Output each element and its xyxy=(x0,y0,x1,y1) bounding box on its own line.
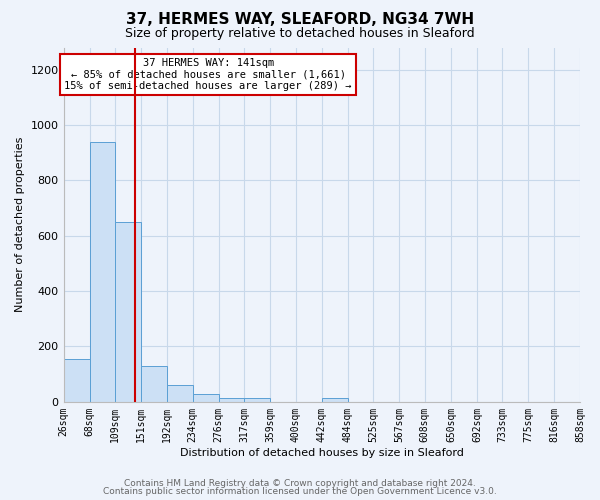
Text: Contains HM Land Registry data © Crown copyright and database right 2024.: Contains HM Land Registry data © Crown c… xyxy=(124,478,476,488)
Bar xyxy=(219,398,244,402)
Y-axis label: Number of detached properties: Number of detached properties xyxy=(15,137,25,312)
Bar xyxy=(322,398,348,402)
Text: Contains public sector information licensed under the Open Government Licence v3: Contains public sector information licen… xyxy=(103,487,497,496)
Bar xyxy=(193,394,219,402)
Bar xyxy=(89,142,115,402)
Text: Size of property relative to detached houses in Sleaford: Size of property relative to detached ho… xyxy=(125,28,475,40)
Bar xyxy=(244,398,270,402)
X-axis label: Distribution of detached houses by size in Sleaford: Distribution of detached houses by size … xyxy=(180,448,464,458)
Text: 37 HERMES WAY: 141sqm
← 85% of detached houses are smaller (1,661)
15% of semi-d: 37 HERMES WAY: 141sqm ← 85% of detached … xyxy=(64,58,352,92)
Text: 37, HERMES WAY, SLEAFORD, NG34 7WH: 37, HERMES WAY, SLEAFORD, NG34 7WH xyxy=(126,12,474,28)
Bar xyxy=(115,222,141,402)
Bar xyxy=(167,385,193,402)
Bar xyxy=(141,366,167,402)
Bar xyxy=(64,359,89,402)
